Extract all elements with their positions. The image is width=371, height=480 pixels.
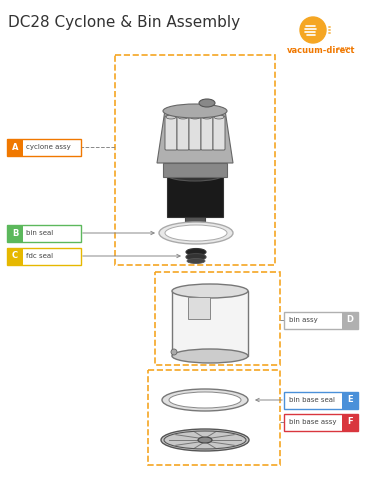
Ellipse shape: [186, 253, 206, 261]
Circle shape: [171, 349, 177, 355]
Text: D: D: [347, 315, 354, 324]
FancyBboxPatch shape: [167, 175, 223, 217]
Bar: [155, 272, 280, 365]
FancyBboxPatch shape: [163, 163, 227, 177]
Ellipse shape: [214, 115, 224, 119]
Polygon shape: [157, 110, 233, 163]
Text: C: C: [12, 252, 18, 261]
Circle shape: [300, 17, 326, 43]
Ellipse shape: [190, 115, 200, 119]
Text: .com: .com: [335, 46, 351, 51]
Ellipse shape: [198, 437, 212, 443]
FancyBboxPatch shape: [7, 139, 81, 156]
Text: bin base seal: bin base seal: [289, 397, 335, 403]
Ellipse shape: [202, 115, 212, 119]
Text: DC28 Cyclone & Bin Assembly: DC28 Cyclone & Bin Assembly: [8, 14, 240, 29]
FancyBboxPatch shape: [213, 116, 225, 150]
Ellipse shape: [186, 249, 206, 255]
Ellipse shape: [165, 225, 227, 241]
Text: vacuum-direct: vacuum-direct: [287, 46, 355, 55]
FancyBboxPatch shape: [7, 225, 23, 241]
Text: E: E: [347, 396, 353, 405]
FancyBboxPatch shape: [342, 392, 358, 408]
Ellipse shape: [178, 115, 188, 119]
FancyBboxPatch shape: [172, 291, 248, 356]
FancyBboxPatch shape: [284, 312, 358, 328]
FancyBboxPatch shape: [177, 116, 189, 150]
Ellipse shape: [172, 349, 248, 363]
Text: cyclone assy: cyclone assy: [26, 144, 71, 150]
FancyBboxPatch shape: [7, 248, 81, 264]
Text: bin assy: bin assy: [289, 317, 318, 323]
Ellipse shape: [199, 99, 215, 107]
FancyBboxPatch shape: [201, 116, 213, 150]
Ellipse shape: [167, 169, 223, 181]
FancyBboxPatch shape: [185, 215, 205, 233]
Text: fdc seal: fdc seal: [26, 253, 53, 259]
Ellipse shape: [163, 104, 227, 118]
FancyBboxPatch shape: [342, 413, 358, 431]
FancyBboxPatch shape: [7, 248, 23, 264]
Ellipse shape: [172, 284, 248, 298]
FancyBboxPatch shape: [188, 297, 210, 319]
Bar: [148, 370, 280, 465]
FancyBboxPatch shape: [7, 139, 23, 156]
Text: B: B: [12, 228, 18, 238]
FancyBboxPatch shape: [7, 225, 81, 241]
Text: A: A: [12, 143, 18, 152]
FancyBboxPatch shape: [165, 116, 177, 150]
Ellipse shape: [187, 259, 205, 264]
Ellipse shape: [169, 392, 241, 408]
Text: F: F: [347, 418, 353, 427]
Ellipse shape: [161, 429, 249, 451]
Ellipse shape: [159, 222, 233, 244]
FancyBboxPatch shape: [284, 392, 358, 408]
Text: bin seal: bin seal: [26, 230, 53, 236]
FancyBboxPatch shape: [189, 116, 201, 150]
Bar: [115, 55, 275, 265]
Ellipse shape: [162, 389, 248, 411]
Ellipse shape: [166, 115, 176, 119]
FancyBboxPatch shape: [284, 413, 358, 431]
FancyBboxPatch shape: [342, 312, 358, 328]
Text: bin base assy: bin base assy: [289, 419, 336, 425]
